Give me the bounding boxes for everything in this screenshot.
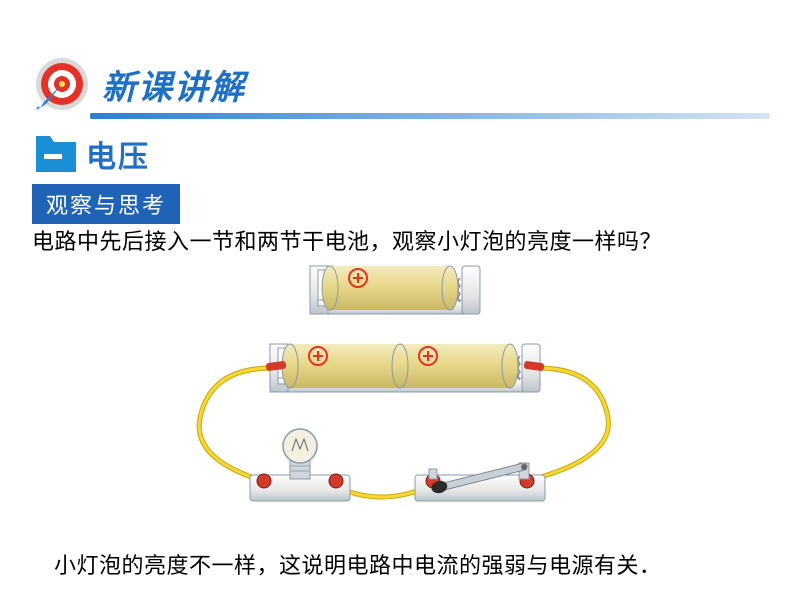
circuit-diagram <box>180 258 620 518</box>
slide-title: 新课讲解 <box>102 60 246 109</box>
answer-text: 小灯泡的亮度不一样，这说明电路中电流的强弱与电源有关． <box>54 548 662 580</box>
switch-assembly <box>415 459 545 501</box>
folder-icon <box>34 134 78 174</box>
header-underline <box>90 106 770 112</box>
question-text: 电路中先后接入一节和两节干电池，观察小灯泡的亮度一样吗？ <box>32 224 662 256</box>
section-title: 电压 <box>86 132 150 176</box>
subheading-badge: 观察与思考 <box>32 184 180 224</box>
slide-header: 新课讲解 <box>34 56 246 112</box>
bulb-assembly <box>250 429 350 501</box>
battery-double <box>270 344 540 392</box>
section-header: 电压 <box>34 132 150 176</box>
battery-single <box>310 266 480 314</box>
target-icon <box>34 56 90 112</box>
